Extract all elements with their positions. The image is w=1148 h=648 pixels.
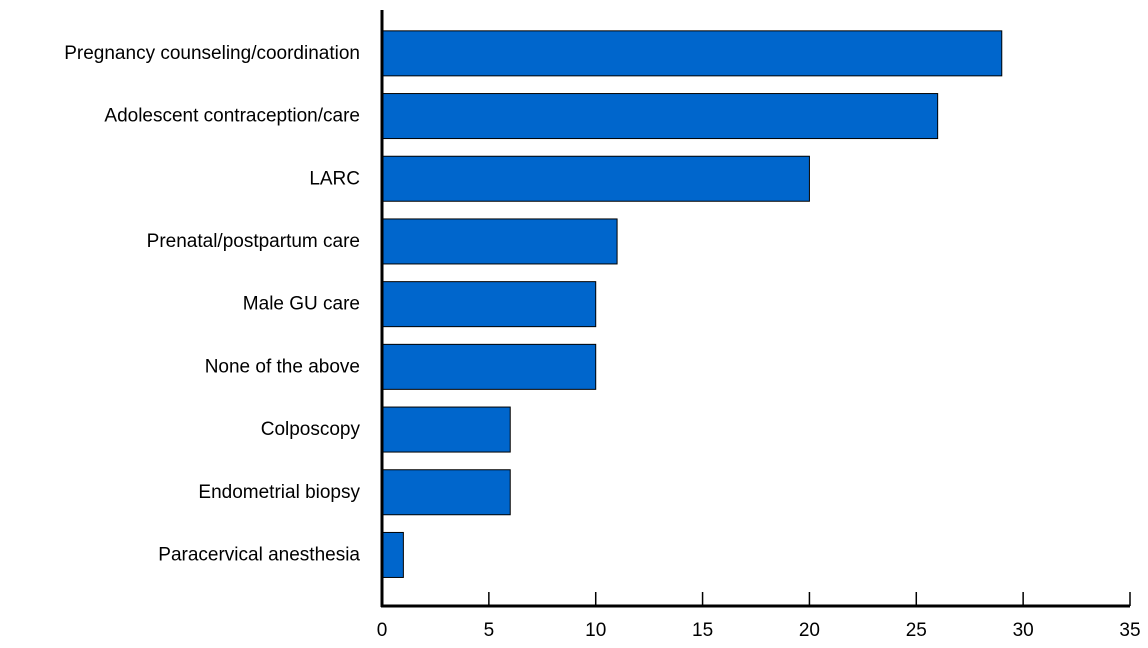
x-tick-label: 20 [799,620,820,641]
x-tick-label: 30 [1013,620,1034,641]
category-label: Pregnancy counseling/coordination [64,43,360,64]
bar [381,218,618,265]
category-label: Prenatal/postpartum care [147,231,360,252]
bar [381,93,939,140]
bar [381,281,597,328]
category-label: Adolescent contraception/care [104,106,360,127]
category-label: Paracervical anesthesia [158,544,360,565]
bar [381,531,404,578]
category-label: LARC [309,168,360,189]
x-ticks-group: 0 5 10 15 20 25 30 35 [377,592,1141,641]
bar [381,343,597,390]
category-label: Male GU care [243,294,360,315]
category-label: Colposcopy [261,419,361,440]
x-tick-label: 10 [585,620,606,641]
x-tick-label: 5 [484,620,495,641]
bar [381,30,1003,77]
x-tick-label: 0 [377,620,388,641]
category-label: Endometrial biopsy [198,482,360,503]
category-labels-group: Pregnancy counseling/coordination Adolesc… [64,43,360,566]
bar [381,469,511,516]
x-tick-label: 35 [1119,620,1140,641]
bar [381,155,810,202]
x-tick-label: 15 [692,620,713,641]
category-label: None of the above [205,356,360,377]
bar [381,406,511,453]
bars-group [381,30,1003,578]
x-tick-label: 25 [906,620,927,641]
